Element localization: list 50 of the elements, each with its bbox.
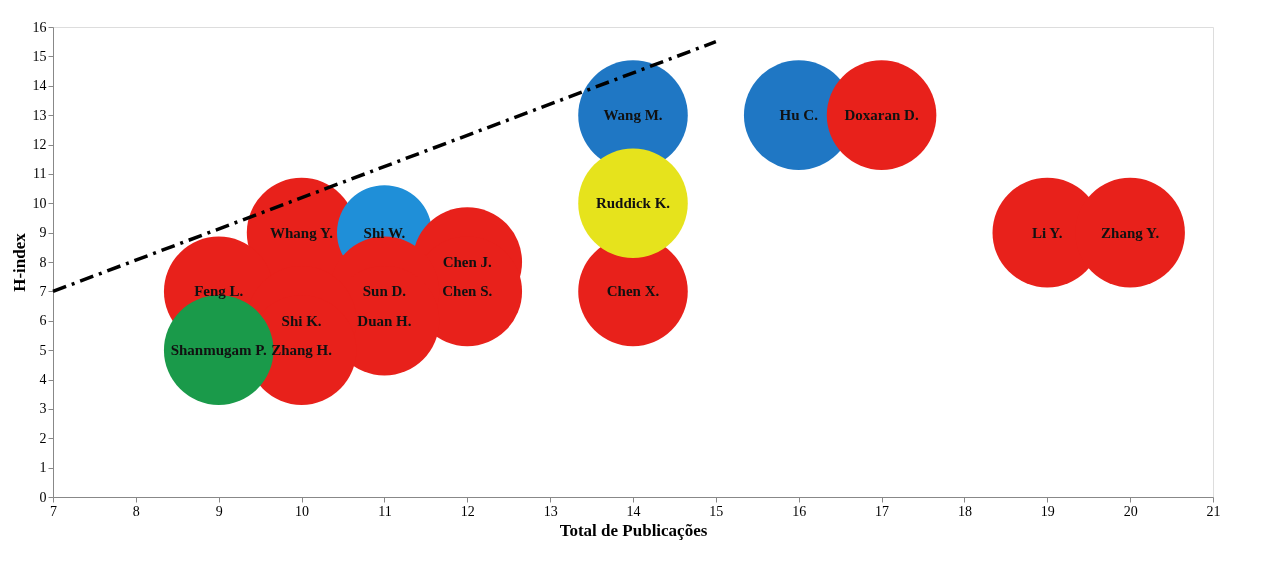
annotation: Shi W. <box>363 224 406 241</box>
x-axis-title: Total de Publicações <box>559 520 708 540</box>
x-tick-label: 8 <box>132 503 140 519</box>
x-tick-label: 21 <box>1206 503 1221 519</box>
annotation: Chen X. <box>606 283 660 300</box>
x-tick-label: 15 <box>709 503 724 519</box>
y-tick-label: 9 <box>39 225 47 241</box>
y-tick-label: 12 <box>32 137 47 152</box>
y-tick-label: 15 <box>32 48 47 64</box>
y-tick-label: 5 <box>39 342 47 358</box>
x-tick-label: 13 <box>543 503 558 519</box>
x-tick-label: 20 <box>1123 503 1138 519</box>
x-tick-label: 11 <box>378 503 392 519</box>
annotation: Chen J. <box>442 254 493 270</box>
y-tick-label: 0 <box>39 489 47 505</box>
y-tick-label: 8 <box>39 254 47 270</box>
x-tick-label: 7 <box>50 503 57 519</box>
y-axis-title: H-index <box>9 232 29 292</box>
x-tick-label: 16 <box>792 503 807 519</box>
y-tick-label: 14 <box>32 78 47 94</box>
annotation: Doxaran D. <box>844 107 919 124</box>
y-tick-label: 11 <box>33 166 47 182</box>
y-tick-label: 16 <box>32 19 47 35</box>
x-tick-label: 17 <box>875 503 890 519</box>
x-tick-label: 10 <box>295 503 310 519</box>
annotation: Whang Y. <box>270 224 334 241</box>
x-tick-label: 9 <box>215 503 223 519</box>
y-tick-label: 10 <box>32 195 47 211</box>
y-tick-label: 1 <box>39 460 47 476</box>
annotation: Feng L. <box>194 283 244 300</box>
annotation: Wang M. <box>603 107 663 124</box>
annotation: Duan H. <box>357 312 412 329</box>
y-tick-label: 13 <box>32 107 47 123</box>
x-tick-label: 18 <box>957 503 972 519</box>
annotation: Shi K. <box>281 312 322 329</box>
y-tick-label: 6 <box>39 313 47 329</box>
annotation: Chen S. <box>442 283 493 300</box>
y-tick-label: 3 <box>39 401 47 417</box>
x-tick-label: 14 <box>626 503 641 519</box>
x-tick-label: 19 <box>1040 503 1055 519</box>
x-tick-label: 12 <box>460 503 475 519</box>
y-tick-label: 7 <box>39 283 47 299</box>
annotation: Zhang Y. <box>1101 224 1160 241</box>
annotation: Ruddick K. <box>595 195 671 212</box>
annotation: Sun D. <box>362 283 407 300</box>
y-tick-label: 2 <box>39 430 47 446</box>
annotation: Shanmugam P. <box>170 342 268 359</box>
annotation: Li Y. <box>1032 224 1063 241</box>
annotation: Hu C. <box>779 107 819 124</box>
y-tick-label: 4 <box>39 372 47 387</box>
